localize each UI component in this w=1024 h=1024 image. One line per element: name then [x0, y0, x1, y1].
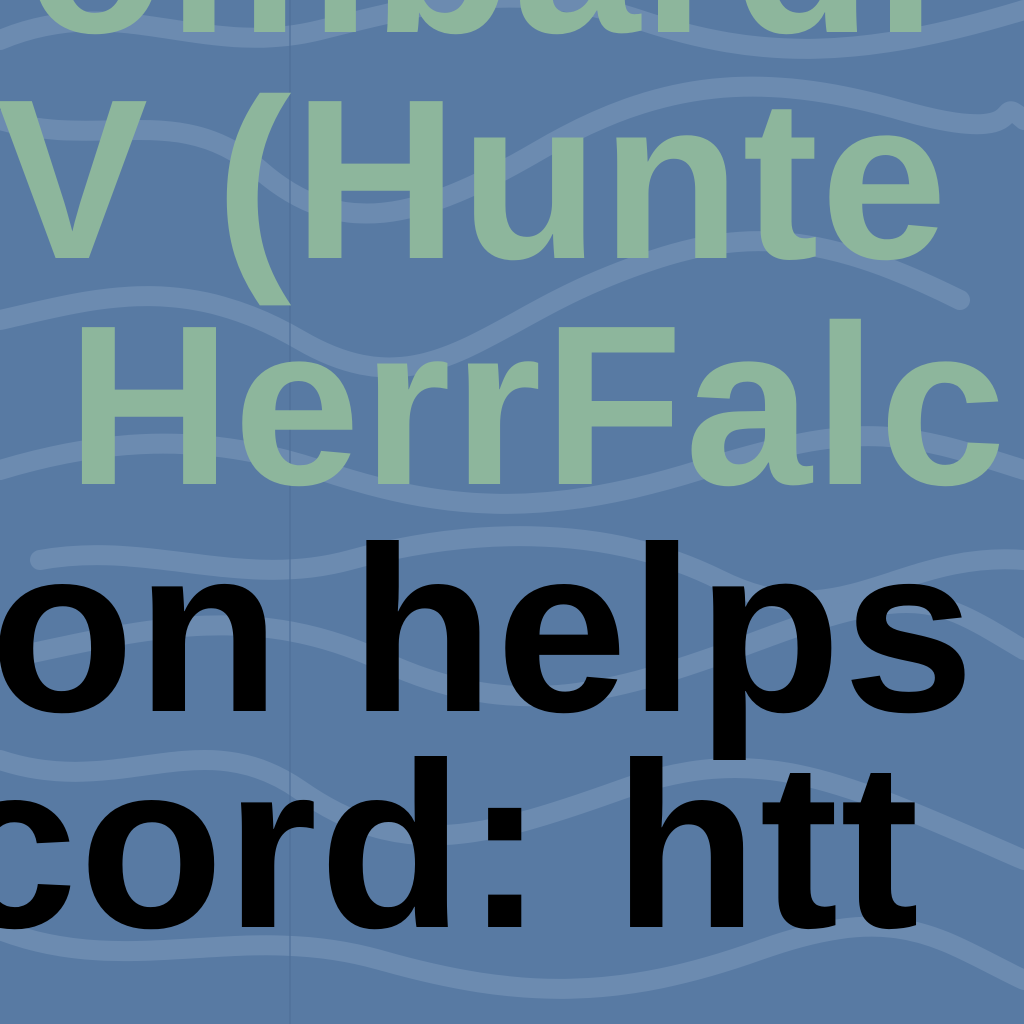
wave-pattern — [0, 750, 1024, 870]
wave-pattern — [30, 526, 1024, 611]
wave-pattern — [0, 916, 1024, 999]
info-line-2: cord: htt — [0, 714, 921, 978]
credits-line-1: ombardi — [26, 0, 939, 68]
wave-pattern — [0, 76, 1024, 224]
info-line-1: on helps — [0, 498, 977, 762]
credits-line-3: , HerrFalc — [0, 279, 1008, 533]
wave-pattern — [0, 426, 1024, 514]
wave-pattern — [0, 593, 1024, 707]
wave-pattern — [0, 231, 970, 378]
credits-line-2: V (Hunte — [0, 53, 950, 307]
wave-pattern — [0, 0, 1024, 59]
